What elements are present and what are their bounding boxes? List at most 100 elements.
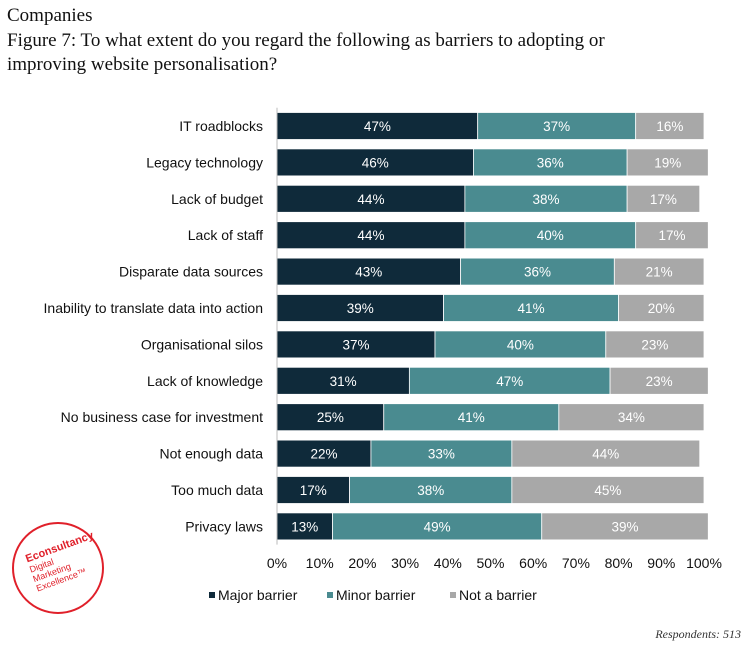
bar-segment-minor-barrier — [434, 330, 607, 359]
legend-label: Major barrier — [218, 587, 298, 603]
x-tick-label: 50% — [476, 555, 504, 571]
bar-segment-not-a-barrier — [541, 512, 709, 541]
bar-segment-minor-barrier — [383, 403, 560, 432]
section-title: Companies — [7, 5, 93, 26]
legend-swatch — [327, 592, 333, 598]
bar-segment-not-a-barrier — [511, 439, 701, 468]
category-label: Legacy technology — [146, 154, 263, 170]
data-label: 47% — [364, 119, 391, 134]
x-tick-label: 90% — [647, 555, 675, 571]
data-label: 17% — [650, 192, 677, 207]
category-label: No business case for investment — [61, 409, 263, 425]
data-label: 49% — [424, 519, 451, 534]
bar-segment-major-barrier — [276, 512, 333, 541]
data-label: 41% — [518, 301, 545, 316]
x-tick-label: 40% — [434, 555, 462, 571]
data-label: 38% — [417, 483, 444, 498]
data-label: 44% — [357, 228, 384, 243]
econsultancy-logo: Econsultancy Digital Marketing Excellenc… — [12, 522, 104, 614]
data-label: 47% — [496, 374, 523, 389]
figure-title-line2: improving website personalisation? — [7, 54, 278, 75]
legend-swatch — [450, 592, 456, 598]
data-label: 44% — [592, 447, 619, 462]
bar-segment-not-a-barrier — [626, 184, 701, 213]
bar-segment-minor-barrier — [349, 476, 513, 504]
category-label: Disparate data sources — [119, 264, 263, 280]
category-label: Too much data — [171, 482, 263, 498]
data-label: 43% — [355, 265, 382, 280]
data-label: 25% — [317, 410, 344, 425]
data-label: 36% — [524, 265, 551, 280]
bar-segment-minor-barrier — [477, 112, 637, 140]
data-label: 13% — [291, 519, 318, 534]
figure-title-line1: Figure 7: To what extent do you regard t… — [7, 30, 605, 51]
category-label: Organisational silos — [141, 336, 263, 352]
data-label: 22% — [310, 447, 337, 462]
category-label: Lack of staff — [188, 227, 263, 243]
data-label: 36% — [537, 155, 564, 170]
category-label: Not enough data — [159, 446, 263, 462]
data-label: 33% — [428, 447, 455, 462]
bar-segment-minor-barrier — [443, 294, 620, 322]
bar-segment-major-barrier — [276, 294, 444, 322]
bar-segment-major-barrier — [276, 112, 479, 140]
bar-segment-major-barrier — [276, 439, 372, 468]
data-label: 38% — [532, 192, 559, 207]
data-label: 17% — [300, 483, 327, 498]
data-label: 46% — [362, 155, 389, 170]
bar-segment-not-a-barrier — [635, 112, 705, 140]
data-label: 40% — [507, 337, 534, 352]
data-label: 39% — [611, 519, 638, 534]
bar-segment-minor-barrier — [332, 512, 543, 541]
data-label: 39% — [347, 301, 374, 316]
data-label: 21% — [646, 265, 673, 280]
logo-text: Econsultancy Digital Marketing Excellenc… — [24, 530, 106, 594]
category-label: Inability to translate data into action — [44, 300, 263, 316]
data-label: 23% — [641, 337, 668, 352]
data-label: 19% — [654, 155, 681, 170]
bar-segment-minor-barrier — [473, 148, 628, 177]
respondents-note: Respondents: 513 — [655, 627, 741, 641]
data-label: 31% — [330, 374, 357, 389]
category-label: Lack of knowledge — [147, 373, 263, 389]
data-label: 20% — [648, 301, 675, 316]
bar-segment-not-a-barrier — [635, 221, 709, 250]
category-label: Lack of budget — [171, 191, 263, 207]
legend-label: Not a barrier — [459, 587, 537, 603]
bar-segment-not-a-barrier — [609, 366, 709, 395]
data-label: 40% — [537, 228, 564, 243]
bar-segment-not-a-barrier — [511, 476, 705, 504]
x-tick-label: 30% — [391, 555, 419, 571]
bar-segment-not-a-barrier — [558, 403, 705, 432]
x-tick-label: 80% — [605, 555, 633, 571]
category-label: IT roadblocks — [179, 118, 263, 134]
data-label: 34% — [618, 410, 645, 425]
category-label: Privacy laws — [185, 518, 263, 534]
data-label: 17% — [658, 228, 685, 243]
data-label: 45% — [594, 483, 621, 498]
bar-segment-minor-barrier — [464, 221, 637, 250]
x-tick-label: 70% — [562, 555, 590, 571]
bar-segment-not-a-barrier — [613, 257, 705, 286]
data-label: 16% — [656, 119, 683, 134]
bar-segment-major-barrier — [276, 184, 466, 213]
x-tick-label: 60% — [519, 555, 547, 571]
data-label: 37% — [543, 119, 570, 134]
bar-segment-not-a-barrier — [605, 330, 705, 359]
x-tick-label: 20% — [348, 555, 376, 571]
bar-segment-major-barrier — [276, 330, 436, 359]
data-label: 37% — [342, 337, 369, 352]
legend-swatch — [209, 592, 215, 598]
x-tick-label: 0% — [267, 555, 287, 571]
data-label: 41% — [458, 410, 485, 425]
x-tick-label: 10% — [306, 555, 334, 571]
bar-segment-minor-barrier — [370, 439, 513, 468]
data-label: 23% — [646, 374, 673, 389]
legend-label: Minor barrier — [336, 587, 416, 603]
x-tick-label: 100% — [686, 555, 722, 571]
bar-segment-major-barrier — [276, 366, 410, 395]
data-label: 44% — [357, 192, 384, 207]
bar-segment-not-a-barrier — [618, 294, 705, 322]
bar-segment-not-a-barrier — [626, 148, 709, 177]
